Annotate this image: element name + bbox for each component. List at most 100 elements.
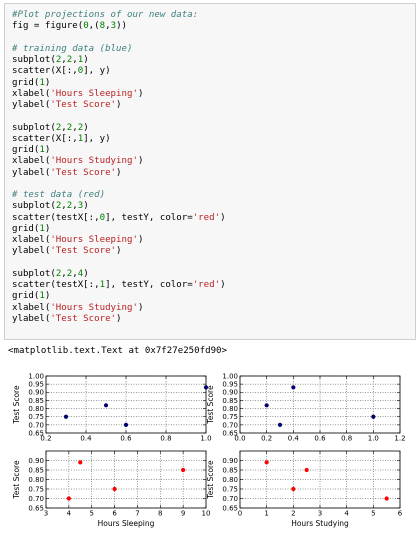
y-tick-label: 0.80	[222, 405, 238, 413]
code-line: grid(1)	[12, 291, 415, 302]
x-tick-label: 1.0	[200, 435, 211, 443]
code-line	[12, 111, 415, 122]
code-line: subplot(2,2,3)	[12, 201, 415, 212]
code-token: 'Test Score'	[50, 246, 117, 257]
code-token: 2	[55, 201, 62, 212]
code-token: )	[116, 246, 122, 257]
y-axis-label: Test Score	[12, 460, 21, 500]
y-tick-label: 0.85	[28, 397, 44, 405]
code-token: ], testY, color=	[105, 212, 193, 223]
code-line: subplot(2,2,1)	[12, 55, 415, 66]
code-line: #Plot projections of our new data:	[12, 10, 415, 21]
scatter-point	[384, 496, 389, 501]
x-tick-label: 10	[202, 510, 211, 518]
code-token: )	[116, 313, 122, 324]
x-tick-label: 6	[112, 510, 117, 518]
code-token: ))	[116, 21, 128, 32]
code-line: ylabel('Test Score')	[12, 100, 415, 111]
code-token: ,(	[88, 21, 100, 32]
y-tick-label: 0.80	[222, 476, 238, 484]
code-token: 'Test Score'	[50, 167, 117, 178]
x-tick-label: 0.2	[40, 435, 51, 443]
code-token: 3	[77, 201, 84, 212]
scatter-point	[63, 414, 69, 419]
code-token: subplot(	[12, 201, 56, 212]
code-token: )	[137, 302, 144, 313]
code-token: 0	[77, 66, 84, 77]
y-tick-label: 1.00	[28, 372, 44, 380]
code-token: )	[44, 145, 51, 155]
x-tick-label: 0.8	[160, 435, 171, 443]
code-token: ylabel(	[12, 246, 51, 257]
code-token: 'Hours Sleeping'	[50, 88, 138, 99]
x-tick-label: 0.0	[234, 435, 245, 443]
scatter-point	[203, 385, 209, 390]
code-token: grid(	[12, 145, 40, 155]
code-token: ,	[72, 268, 78, 279]
code-token: 1	[39, 223, 45, 234]
code-line	[12, 258, 415, 269]
code-token: 'Hours Studying'	[50, 156, 138, 167]
y-tick-label: 0.95	[28, 381, 44, 389]
code-token: )	[116, 100, 122, 110]
code-token: )	[220, 280, 226, 290]
code-token: ,	[72, 122, 78, 133]
code-token: 3	[110, 21, 117, 32]
y-axis-label: Test Score	[12, 385, 21, 425]
y-axis-label: Test Score	[206, 385, 215, 425]
code-token: scatter(testX[:,	[12, 280, 100, 290]
x-tick-label: 0	[238, 510, 242, 518]
code-token: 'red'	[192, 212, 221, 223]
y-tick-label: 0.75	[222, 485, 238, 493]
code-token: grid(	[12, 291, 40, 302]
cell-output-text: <matplotlib.text.Text at 0x7f27e250fd90>	[8, 346, 227, 356]
code-line: xlabel('Hours Sleeping')	[12, 89, 415, 100]
y-tick-label: 0.75	[222, 413, 238, 421]
scatter-point	[66, 496, 71, 501]
code-cell[interactable]: #Plot projections of our new data: fig = …	[4, 3, 416, 340]
y-tick-label: 0.90	[222, 389, 238, 397]
x-tick-label: 7	[135, 510, 139, 518]
y-tick-label: 0.95	[222, 381, 238, 389]
scatter-point	[112, 486, 117, 492]
code-token: ylabel(	[12, 167, 51, 178]
x-tick-label: 5	[89, 510, 93, 518]
code-token: 1	[39, 77, 45, 88]
code-line: scatter(X[:,0], y)	[12, 66, 415, 77]
code-token: 1	[77, 55, 84, 65]
code-line: ylabel('Test Score')	[12, 168, 415, 179]
code-token: 'Hours Studying'	[50, 302, 138, 313]
code-token: scatter(X[:,	[12, 66, 78, 77]
y-tick-label: 0.85	[222, 397, 238, 405]
code-token: )	[44, 291, 51, 302]
code-token: grid(	[12, 77, 40, 88]
scatter-point	[123, 422, 129, 427]
code-token: 2	[55, 122, 62, 133]
x-tick-label: 1.0	[368, 435, 379, 443]
code-token: 'Test Score'	[50, 313, 117, 324]
y-tick-label: 1.00	[222, 372, 238, 380]
y-tick-label: 0.65	[222, 504, 238, 512]
scatter-point	[291, 385, 296, 390]
code-token: ,	[61, 55, 67, 65]
code-editor[interactable]: #Plot projections of our new data: fig = …	[5, 4, 415, 325]
code-token: ,	[72, 201, 78, 212]
code-token: 0	[83, 21, 89, 32]
code-token: )	[83, 201, 89, 212]
x-tick-label: 4	[67, 510, 72, 518]
scatter-point	[264, 403, 269, 408]
code-token: ,	[61, 201, 67, 212]
code-line: subplot(2,2,2)	[12, 123, 415, 134]
x-tick-label: 3	[44, 510, 48, 518]
code-line: ylabel('Test Score')	[12, 314, 415, 325]
code-token: 2	[66, 268, 73, 279]
axes-frame	[45, 375, 207, 434]
code-line: scatter(testX[:,0], testY, color='red')	[12, 213, 415, 224]
y-tick-label: 0.70	[222, 421, 238, 429]
y-tick-label: 0.65	[28, 504, 44, 512]
y-tick-label: 0.75	[28, 485, 44, 493]
code-token: ,	[105, 21, 111, 32]
code-token: )	[137, 88, 144, 99]
code-token: # test data (red)	[12, 190, 106, 200]
code-line: scatter(X[:,1], y)	[12, 134, 415, 145]
